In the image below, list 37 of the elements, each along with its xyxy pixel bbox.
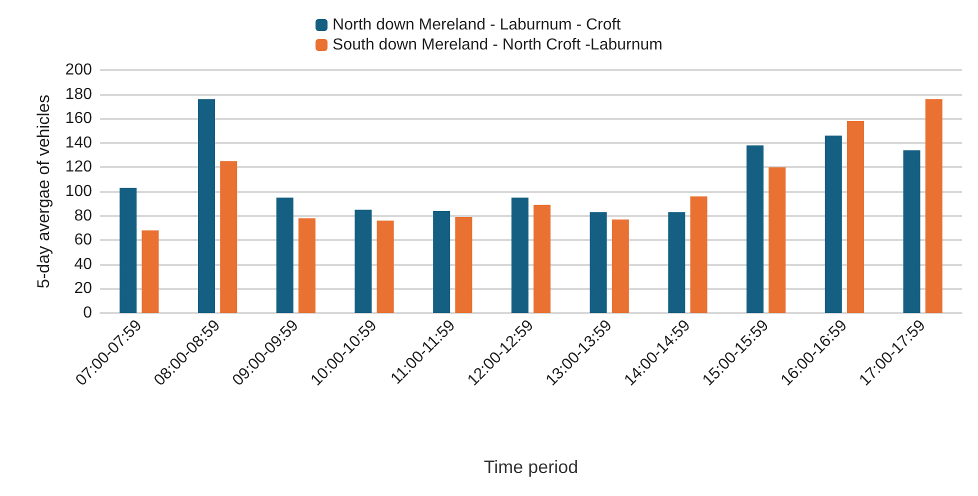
- bar: [276, 198, 294, 313]
- bar: [376, 220, 394, 313]
- bar: [354, 210, 372, 313]
- bar: [590, 212, 607, 313]
- y-tick-label: 160: [65, 110, 92, 128]
- bar: [220, 161, 238, 313]
- y-tick-label: 140: [65, 134, 92, 152]
- bar: [847, 121, 864, 313]
- y-tick-label: 200: [65, 62, 92, 78]
- bar: [903, 150, 920, 313]
- bar: [511, 198, 528, 313]
- bar: [690, 196, 708, 313]
- y-tick-label: 120: [65, 158, 92, 176]
- bar: [746, 145, 764, 313]
- legend-label: South down Mereland - North Croft -Laburnum: [332, 36, 662, 54]
- bar: [455, 217, 472, 313]
- y-tick-label: 100: [65, 183, 92, 200]
- bar: [198, 99, 215, 313]
- y-axis-title: 5-day avergae of vehicles: [34, 94, 53, 288]
- legend-label: North down Mereland - Laburnum - Croft: [332, 16, 622, 34]
- bar: [142, 230, 159, 313]
- bar: [768, 167, 786, 313]
- y-tick-label: 0: [83, 304, 92, 322]
- bar: [925, 99, 942, 313]
- bar: [120, 188, 137, 313]
- y-tick-label: 80: [74, 207, 92, 224]
- y-tick-label: 40: [74, 256, 92, 273]
- bar: [433, 210, 450, 313]
- bar: [668, 212, 686, 313]
- x-axis-title: Time period: [484, 457, 578, 477]
- bar: [534, 204, 551, 313]
- y-tick-label: 180: [65, 86, 92, 103]
- bar: [298, 218, 316, 313]
- y-tick-label: 20: [74, 280, 92, 298]
- y-tick-label: 60: [74, 232, 92, 249]
- bar: [824, 136, 842, 313]
- bar: [612, 219, 629, 313]
